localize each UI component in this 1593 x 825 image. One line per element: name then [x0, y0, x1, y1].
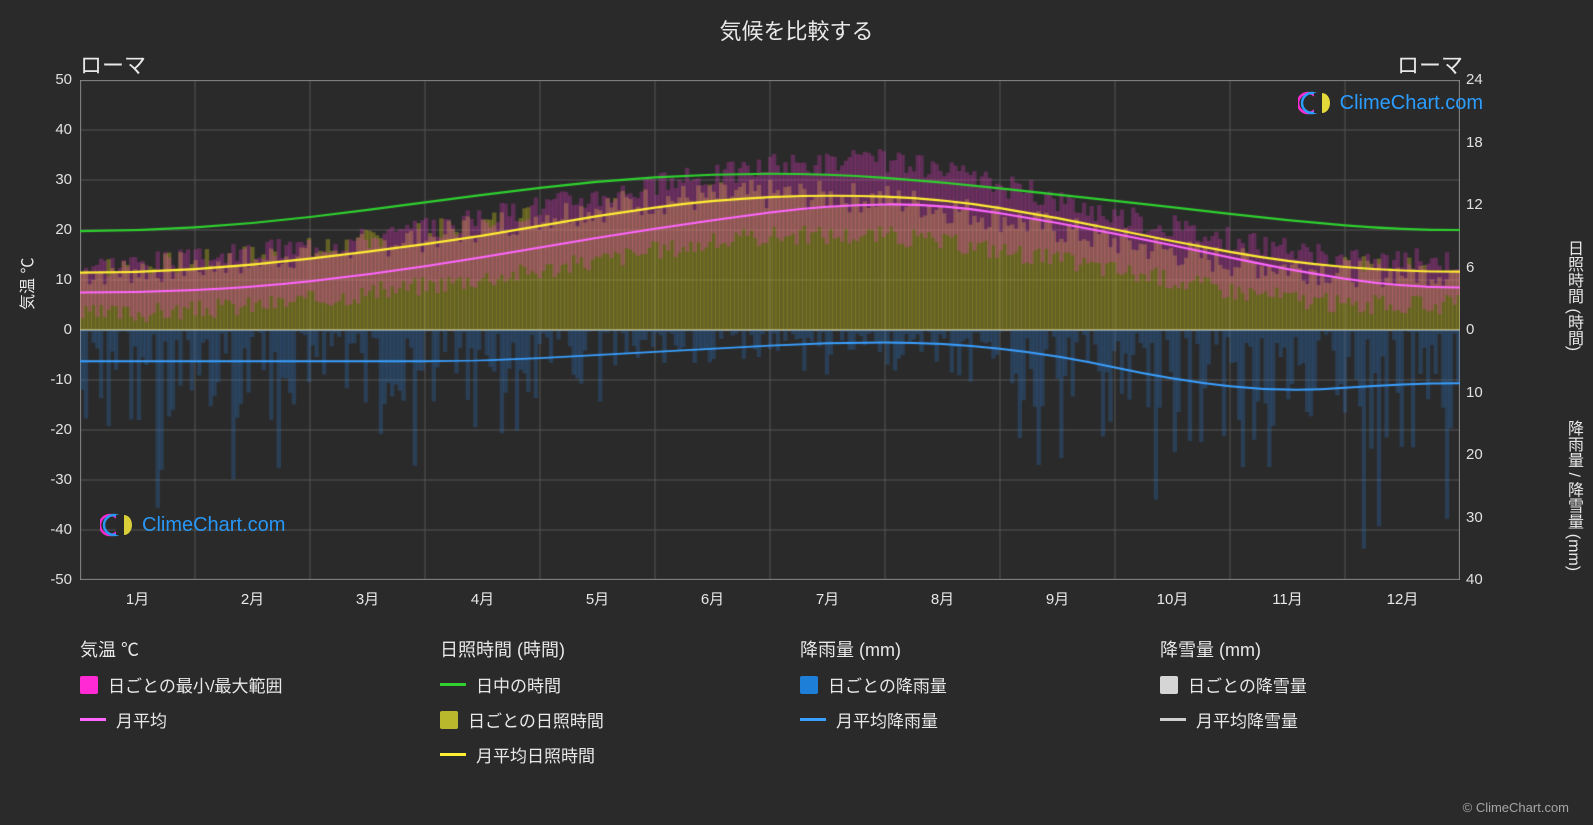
y-tick-right-top: 0	[1466, 321, 1506, 338]
y-axis-right-top-label: 日照時間 (時間)	[1561, 240, 1585, 351]
legend-item-label: 日ごとの最小/最大範囲	[108, 672, 283, 697]
legend-item: 月平均降雪量	[1160, 707, 1480, 732]
y-tick-left: 20	[12, 221, 72, 238]
legend-item: 月平均降雨量	[800, 707, 1120, 732]
y-tick-left: 10	[12, 271, 72, 288]
y-tick-right-bot: 10	[1466, 384, 1506, 401]
legend-swatch	[800, 676, 818, 694]
y-tick-left: -20	[12, 421, 72, 438]
legend-item-label: 月平均降雨量	[836, 707, 938, 732]
y-axis-right-bot-label: 降雨量 / 降雪量 (mm)	[1561, 420, 1585, 571]
legend-item: 日中の時間	[440, 672, 760, 697]
x-tick-month: 7月	[798, 588, 858, 609]
chart-container: 気候を比較する ローマ ローマ 気温 ℃ 日照時間 (時間) 降雨量 / 降雪量…	[0, 0, 1593, 825]
legend-group: 降雪量 (mm) 日ごとの降雪量月平均降雪量	[1160, 630, 1480, 777]
y-tick-right-bot: 40	[1466, 571, 1506, 588]
x-tick-month: 8月	[913, 588, 973, 609]
x-tick-month: 5月	[568, 588, 628, 609]
legend-swatch	[80, 676, 98, 694]
x-tick-month: 10月	[1143, 588, 1203, 609]
legend-line	[800, 718, 826, 721]
legend-item-label: 月平均	[116, 707, 167, 732]
legend-item-label: 日ごとの日照時間	[468, 707, 604, 732]
legend-item-label: 日ごとの降雨量	[828, 672, 947, 697]
x-tick-month: 6月	[683, 588, 743, 609]
legend-group-title: 気温 ℃	[80, 636, 400, 662]
legend: 気温 ℃ 日ごとの最小/最大範囲月平均 日照時間 (時間) 日中の時間日ごとの日照時間…	[80, 630, 1480, 777]
y-tick-left: 30	[12, 171, 72, 188]
legend-group: 日照時間 (時間) 日中の時間日ごとの日照時間月平均日照時間	[440, 630, 760, 777]
y-tick-left: 50	[12, 71, 72, 88]
copyright-label: © ClimeChart.com	[1463, 800, 1569, 815]
legend-swatch	[1160, 676, 1178, 694]
legend-item: 日ごとの日照時間	[440, 707, 760, 732]
y-tick-left: 40	[12, 121, 72, 138]
x-tick-month: 4月	[453, 588, 513, 609]
x-tick-month: 1月	[108, 588, 168, 609]
legend-swatch	[440, 711, 458, 729]
legend-item-label: 月平均日照時間	[476, 742, 595, 767]
legend-item-label: 月平均降雪量	[1196, 707, 1298, 732]
y-tick-right-bot: 20	[1466, 446, 1506, 463]
legend-line	[80, 718, 106, 721]
legend-item: 日ごとの最小/最大範囲	[80, 672, 400, 697]
y-tick-left: -30	[12, 471, 72, 488]
y-tick-right-top: 18	[1466, 134, 1506, 151]
legend-group-title: 日照時間 (時間)	[440, 636, 760, 662]
legend-line	[1160, 718, 1186, 721]
x-tick-month: 9月	[1028, 588, 1088, 609]
legend-line	[440, 683, 466, 686]
legend-item-label: 日ごとの降雪量	[1188, 672, 1307, 697]
chart-canvas	[80, 80, 1460, 580]
legend-group: 気温 ℃ 日ごとの最小/最大範囲月平均	[80, 630, 400, 777]
legend-group: 降雨量 (mm) 日ごとの降雨量月平均降雨量	[800, 630, 1120, 777]
plot-area	[80, 80, 1460, 580]
legend-line	[440, 753, 466, 756]
y-tick-left: 0	[12, 321, 72, 338]
x-tick-month: 11月	[1258, 588, 1318, 609]
legend-group-title: 降雪量 (mm)	[1160, 636, 1480, 662]
legend-item: 月平均	[80, 707, 400, 732]
y-tick-right-bot: 30	[1466, 509, 1506, 526]
legend-item-label: 日中の時間	[476, 672, 561, 697]
x-tick-month: 2月	[223, 588, 283, 609]
y-tick-left: -50	[12, 571, 72, 588]
legend-item: 日ごとの降雪量	[1160, 672, 1480, 697]
x-tick-month: 12月	[1373, 588, 1433, 609]
y-tick-right-top: 24	[1466, 71, 1506, 88]
city-label-left: ローマ	[80, 48, 146, 80]
y-tick-left: -40	[12, 521, 72, 538]
chart-title: 気候を比較する	[0, 14, 1593, 46]
y-tick-left: -10	[12, 371, 72, 388]
legend-item: 日ごとの降雨量	[800, 672, 1120, 697]
y-tick-right-top: 12	[1466, 196, 1506, 213]
city-label-right: ローマ	[1397, 48, 1463, 80]
x-tick-month: 3月	[338, 588, 398, 609]
legend-group-title: 降雨量 (mm)	[800, 636, 1120, 662]
legend-item: 月平均日照時間	[440, 742, 760, 767]
y-tick-right-top: 6	[1466, 259, 1506, 276]
